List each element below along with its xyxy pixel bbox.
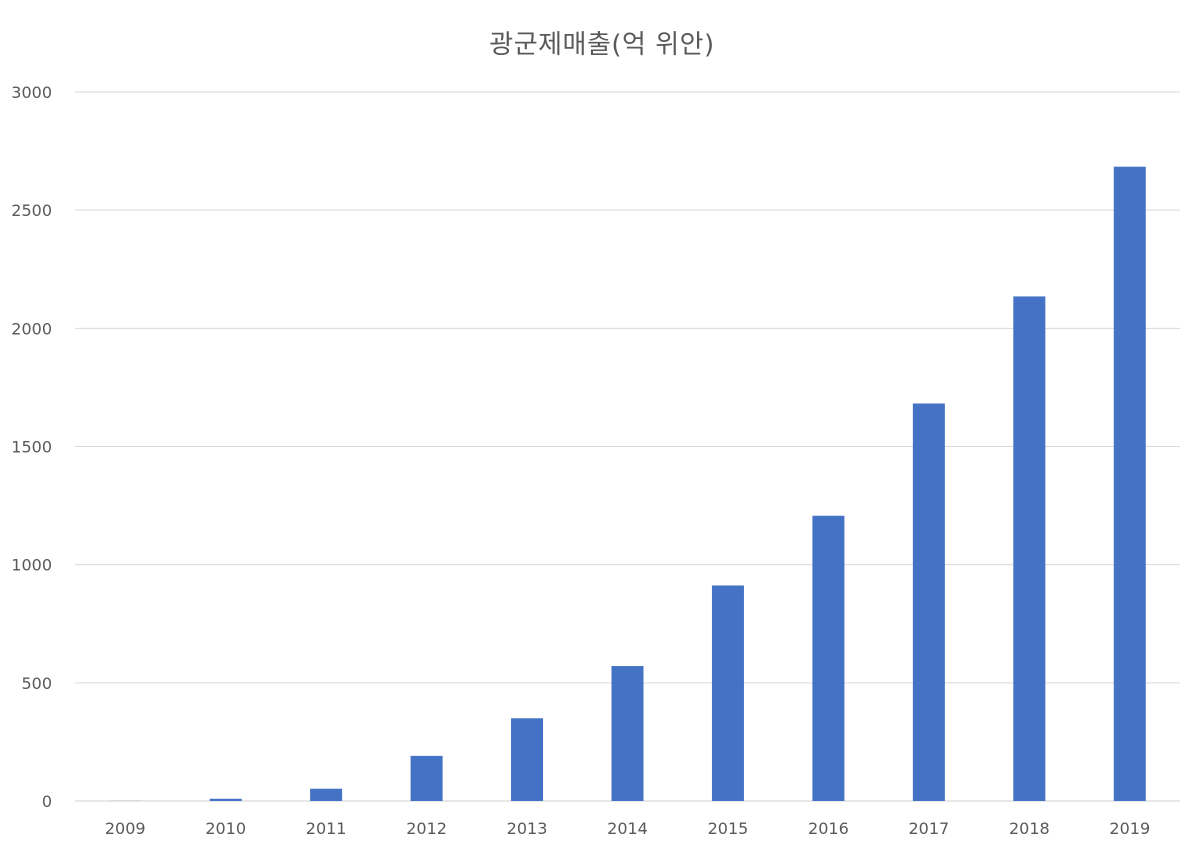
x-tick-label: 2017	[909, 819, 950, 838]
bar-2018	[1013, 296, 1046, 801]
chart-title: 광군제매출(억 위안)	[489, 30, 715, 60]
y-tick-label: 0	[42, 792, 52, 811]
x-tick-label: 2013	[507, 819, 548, 838]
x-tick-label: 2016	[808, 819, 849, 838]
bar-2014	[611, 666, 644, 801]
x-tick-label: 2010	[205, 819, 246, 838]
bar-2016	[812, 515, 845, 801]
bar-2015	[711, 585, 744, 801]
y-tick-label: 1500	[11, 438, 52, 457]
bar-2013	[511, 718, 544, 801]
x-tick-label: 2012	[406, 819, 447, 838]
bar-2010	[209, 798, 242, 801]
x-tick-label: 2014	[607, 819, 648, 838]
bar-2019	[1113, 166, 1146, 801]
y-axis-ticks: 0 500 1000 1500 2000 2500 3000	[11, 83, 52, 811]
y-tick-label: 500	[21, 674, 52, 693]
y-tick-label: 1000	[11, 556, 52, 575]
bars	[109, 166, 1146, 801]
bar-2011	[310, 788, 343, 801]
x-tick-label: 2011	[306, 819, 347, 838]
x-tick-label: 2019	[1109, 819, 1150, 838]
y-tick-label: 3000	[11, 83, 52, 102]
bar-2017	[912, 403, 945, 801]
y-tick-label: 2500	[11, 201, 52, 220]
x-axis-ticks: 2009 2010 2011 2012 2013 2014 2015 2016 2017 2018…	[105, 819, 1150, 838]
bar-2012	[410, 755, 443, 801]
x-tick-label: 2018	[1009, 819, 1050, 838]
x-tick-label: 2015	[708, 819, 749, 838]
x-tick-label: 2009	[105, 819, 146, 838]
y-tick-label: 2000	[11, 319, 52, 338]
